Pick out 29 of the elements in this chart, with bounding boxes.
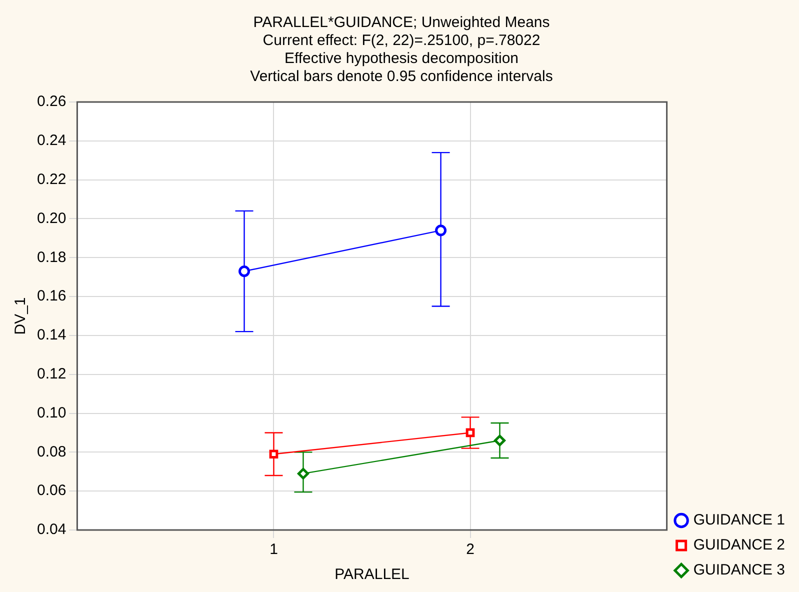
point bbox=[435, 224, 447, 236]
text: Vertical bars denote 0.95 confidence intervals bbox=[250, 68, 553, 86]
y-tick-label: 0.10 bbox=[36, 404, 66, 422]
x-axis-title: PARALLEL bbox=[334, 566, 410, 584]
y-tick-label: 0.12 bbox=[36, 366, 66, 383]
y-tick-label: 0.04 bbox=[36, 521, 66, 538]
legend-label: GUIDANCE 2 bbox=[693, 536, 786, 554]
y-tick-label: 0.14 bbox=[36, 326, 66, 344]
y-tick-label: 0.06 bbox=[36, 482, 66, 500]
legend-label: GUIDANCE 1 bbox=[693, 512, 786, 529]
point bbox=[297, 468, 309, 480]
x-tick-label: 2 bbox=[466, 541, 474, 558]
point bbox=[238, 266, 250, 278]
y-axis-title: DV_1 bbox=[12, 297, 30, 335]
y-tick-label: 0.26 bbox=[36, 93, 66, 110]
y-tick-label: 0.18 bbox=[36, 248, 66, 266]
chart-title: PARALLEL*GUIDANCE; Unweighted Means bbox=[253, 14, 550, 32]
point bbox=[466, 428, 475, 438]
y-tick-label: 0.16 bbox=[36, 288, 66, 305]
y-tick-label: 0.08 bbox=[36, 443, 66, 460]
text: Effective hypothesis decomposition bbox=[284, 50, 519, 68]
x-tick-label: 1 bbox=[270, 541, 278, 558]
y-tick-label: 0.20 bbox=[36, 210, 66, 227]
point bbox=[494, 434, 506, 446]
legend-label: GUIDANCE 3 bbox=[693, 562, 786, 579]
y-tick-label: 0.22 bbox=[36, 170, 66, 188]
y-tick-label: 0.24 bbox=[36, 132, 66, 150]
chart-subtitle: Current effect: F(2, 22)=.25100, p=.78022 bbox=[262, 32, 540, 50]
point bbox=[269, 450, 278, 459]
